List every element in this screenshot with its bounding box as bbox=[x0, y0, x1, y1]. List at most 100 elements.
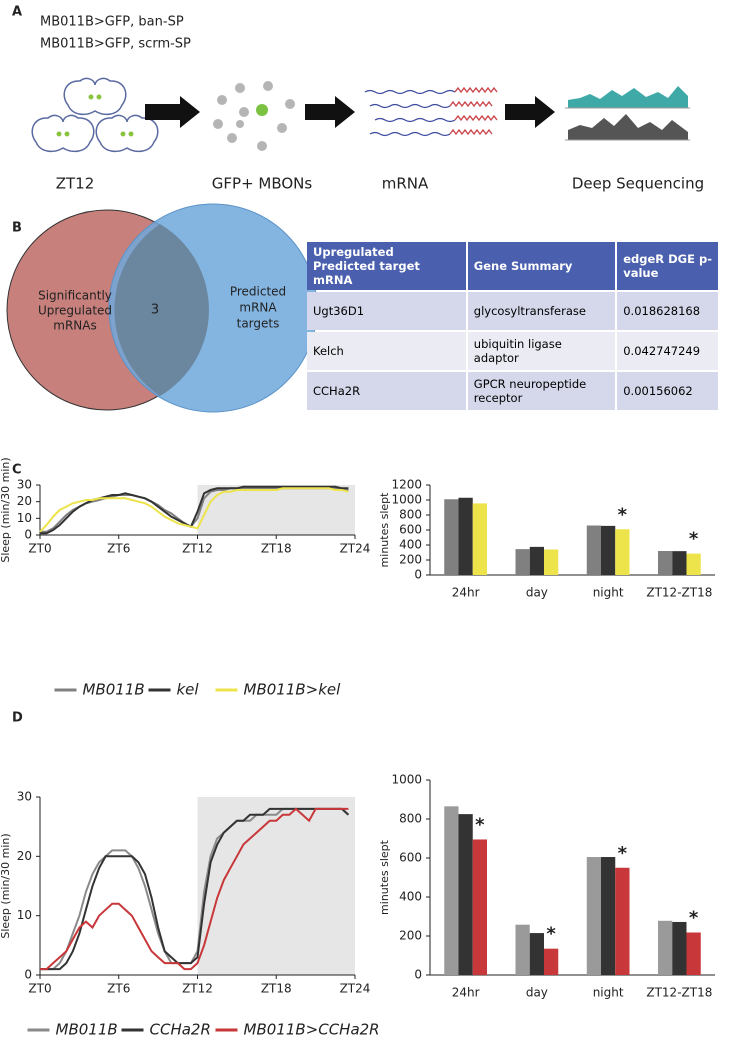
table-row: Ugt36D1 glycosyltransferase 0.018628168 bbox=[307, 292, 718, 330]
legend-text: MB011B>GFP, scrm-SP bbox=[40, 37, 191, 52]
bar bbox=[672, 921, 687, 975]
bar bbox=[672, 551, 687, 575]
bar bbox=[658, 551, 673, 575]
cell: Ugt36D1 bbox=[307, 292, 466, 330]
bar bbox=[515, 924, 530, 975]
y-axis-label: Sleep (min/30 min) bbox=[0, 457, 12, 562]
dark-period bbox=[197, 485, 355, 535]
series-line bbox=[39, 487, 349, 533]
bar bbox=[686, 553, 701, 575]
legend-label: MB011B bbox=[83, 681, 145, 699]
cell: 0.018628168 bbox=[617, 292, 718, 330]
x-tick-label: ZT12-ZT18 bbox=[646, 986, 712, 1000]
venn-label: Significantly bbox=[38, 289, 112, 303]
header-cell: Gene Summary bbox=[467, 242, 616, 290]
bar bbox=[472, 839, 487, 975]
cell: 0.042747249 bbox=[617, 332, 718, 370]
x-tick-label: day bbox=[526, 586, 548, 600]
cell: CCHa2R bbox=[307, 372, 466, 410]
significance-mark: * bbox=[689, 907, 699, 928]
x-tick-label: day bbox=[526, 986, 548, 1000]
y-tick-label: 10 bbox=[17, 511, 32, 525]
x-tick-label: 24hr bbox=[452, 986, 480, 1000]
arrow bbox=[305, 96, 355, 128]
cell-dots bbox=[213, 81, 295, 151]
mrna-strands bbox=[364, 86, 498, 137]
x-tick-label: ZT12-ZT18 bbox=[646, 586, 712, 600]
y-axis-label: Sleep (min/30 min) bbox=[0, 833, 12, 938]
panel-label: A bbox=[12, 5, 22, 20]
y-tick-label: 600 bbox=[399, 523, 422, 537]
cell: glycosyltransferase bbox=[467, 292, 616, 330]
step-label: mRNA bbox=[382, 175, 429, 193]
x-tick-label: night bbox=[593, 586, 624, 600]
x-tick-label: 24hr bbox=[452, 586, 480, 600]
y-tick-label: 0 bbox=[414, 568, 422, 582]
bar bbox=[544, 549, 559, 575]
dark-period bbox=[197, 797, 355, 975]
panel-label: D bbox=[12, 711, 23, 726]
significance-mark: * bbox=[546, 924, 556, 945]
y-tick-label: 30 bbox=[17, 478, 32, 492]
bar bbox=[544, 948, 559, 975]
sequencing-track bbox=[568, 86, 688, 108]
bar bbox=[529, 546, 544, 575]
bar bbox=[615, 867, 630, 975]
bar bbox=[601, 525, 616, 575]
legend-text: MB011B>GFP, ban-SP bbox=[40, 15, 184, 30]
bar bbox=[458, 497, 473, 575]
y-tick-label: 0 bbox=[24, 528, 32, 542]
panel-label: B bbox=[12, 221, 22, 236]
x-tick-label: night bbox=[593, 986, 624, 1000]
header-cell: edgeR DGE p-value bbox=[617, 242, 718, 290]
x-tick-label: ZT12 bbox=[182, 542, 213, 556]
y-tick-label: 1000 bbox=[391, 773, 422, 787]
step-label: ZT12 bbox=[56, 175, 95, 193]
step-label: GFP+ MBONs bbox=[212, 175, 313, 193]
arrow bbox=[145, 96, 200, 128]
bar bbox=[529, 933, 544, 975]
significance-mark: * bbox=[689, 529, 699, 550]
venn-label: Upregulated bbox=[38, 304, 112, 318]
bar bbox=[586, 525, 601, 575]
cell: Kelch bbox=[307, 332, 466, 370]
brain-icon bbox=[63, 77, 127, 116]
y-tick-label: 400 bbox=[399, 538, 422, 552]
y-axis-label: minutes slept bbox=[378, 492, 391, 568]
venn-overlap bbox=[114, 224, 209, 396]
legend-label: MB011B bbox=[56, 1021, 118, 1039]
bar bbox=[472, 503, 487, 575]
legend-label: MB011B>CCHa2R bbox=[244, 1021, 380, 1039]
legend-label: MB011B>kel bbox=[244, 681, 342, 699]
x-tick-label: ZT18 bbox=[261, 982, 292, 996]
legend-label: CCHa2R bbox=[150, 1021, 211, 1039]
venn-label: targets bbox=[237, 317, 280, 331]
y-tick-label: 20 bbox=[17, 494, 32, 508]
arrow bbox=[505, 96, 555, 128]
bar bbox=[444, 499, 459, 575]
cell: 0.00156062 bbox=[617, 372, 718, 410]
y-axis-label: minutes slept bbox=[378, 839, 391, 915]
venn-label: Predicted bbox=[230, 285, 286, 299]
y-tick-label: 30 bbox=[17, 790, 32, 804]
x-tick-label: ZT6 bbox=[107, 982, 130, 996]
x-tick-label: ZT24 bbox=[340, 982, 371, 996]
bar bbox=[601, 857, 616, 975]
table-row: CCHa2R GPCR neuropeptide receptor 0.001560… bbox=[307, 372, 718, 410]
sequencing-track bbox=[568, 114, 688, 140]
y-tick-label: 200 bbox=[399, 553, 422, 567]
x-tick-label: ZT6 bbox=[107, 542, 130, 556]
y-tick-label: 20 bbox=[17, 849, 32, 863]
bar bbox=[515, 549, 530, 575]
legend-label: kel bbox=[177, 681, 200, 699]
table-header: Upregulated Predicted target mRNA Gene S… bbox=[307, 242, 718, 290]
bar bbox=[658, 920, 673, 975]
significance-mark: * bbox=[618, 504, 628, 525]
x-tick-label: ZT12 bbox=[182, 982, 213, 996]
significance-mark: * bbox=[618, 843, 628, 864]
cell: GPCR neuropeptide receptor bbox=[467, 372, 616, 410]
bar bbox=[458, 814, 473, 975]
bar bbox=[615, 529, 630, 575]
